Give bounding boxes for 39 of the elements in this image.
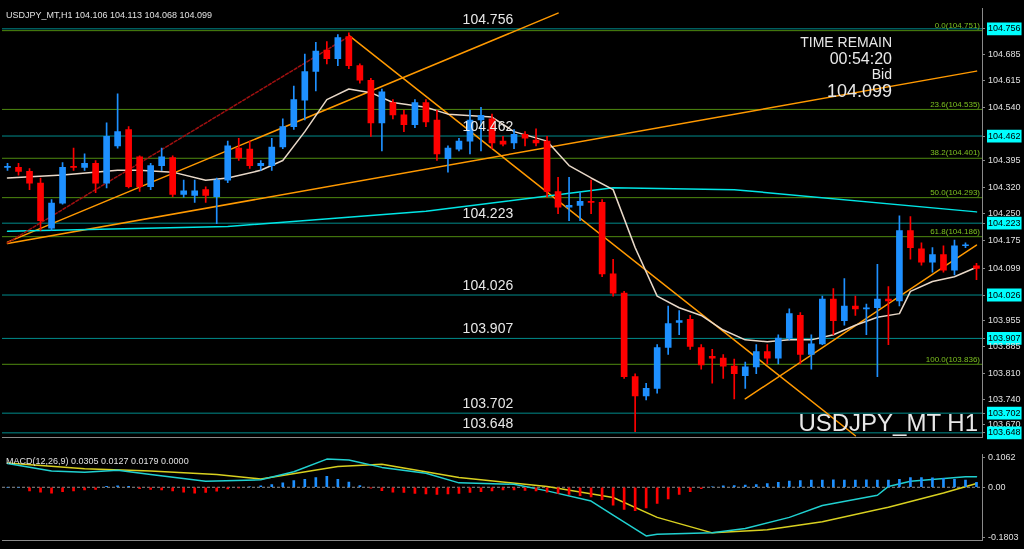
y-tick-label: 104.175 (988, 235, 1021, 246)
y-tick-label: 103.702 (988, 407, 1021, 418)
y-tick-label: 103.670 (988, 419, 1021, 430)
y-tick-label: 103.907 (988, 332, 1021, 343)
chart-title: USDJPY_MT,H1 104.106 104.113 104.068 104.099 (6, 10, 212, 21)
ref-line-label: 100.0(103.836) (925, 354, 981, 364)
y-tick-label: 103.955 (988, 315, 1021, 326)
y-tick-label: 0.00 (988, 481, 1006, 492)
ref-line-label: 103.702 (462, 395, 514, 412)
y-tick-label: 103.810 (988, 368, 1021, 379)
ref-line-label: 50.0(104.293) (930, 187, 981, 197)
ref-line-label: 103.907 (462, 320, 514, 337)
y-tick-label: 104.026 (988, 289, 1021, 300)
y-tick-label: 104.250 (988, 207, 1021, 218)
y-tick-label: 104.615 (988, 74, 1021, 85)
ref-line-label: 103.648 (462, 414, 514, 431)
y-tick-label: 103.648 (988, 427, 1021, 438)
y-tick-label: 104.395 (988, 154, 1021, 165)
ref-line-label: 61.8(104.186) (930, 226, 981, 236)
annotation: Bid (871, 66, 892, 83)
ref-line-label: 104.223 (462, 205, 514, 222)
y-tick-label: 103.740 (988, 393, 1021, 404)
y-tick-label: 104.685 (988, 49, 1021, 60)
chart-title: MACD(12,26,9) 0.0305 0.0127 0.0179 0.0000 (6, 456, 189, 467)
y-tick-label: 0.1062 (988, 452, 1016, 463)
y-tick-label: -0.1803 (988, 531, 1019, 542)
annotation: 00:54:20 (829, 49, 893, 67)
y-tick-label: 104.540 (988, 102, 1021, 113)
y-tick-label: 104.462 (988, 130, 1021, 141)
ref-line-label: 0.0(104.751) (934, 20, 981, 30)
y-tick-label: 104.223 (988, 217, 1021, 228)
ref-line-label: 104.756 (462, 10, 514, 27)
y-tick-label: 104.756 (988, 23, 1021, 34)
ref-line-label: 38.2(104.401) (930, 148, 981, 158)
y-tick-label: 104.099 (988, 262, 1021, 273)
y-tick-label: 104.320 (988, 182, 1021, 193)
ref-line-label: 104.026 (462, 276, 514, 293)
annotation: TIME REMAIN (800, 34, 892, 51)
ref-line-label: 23.6(104.535) (930, 99, 981, 109)
